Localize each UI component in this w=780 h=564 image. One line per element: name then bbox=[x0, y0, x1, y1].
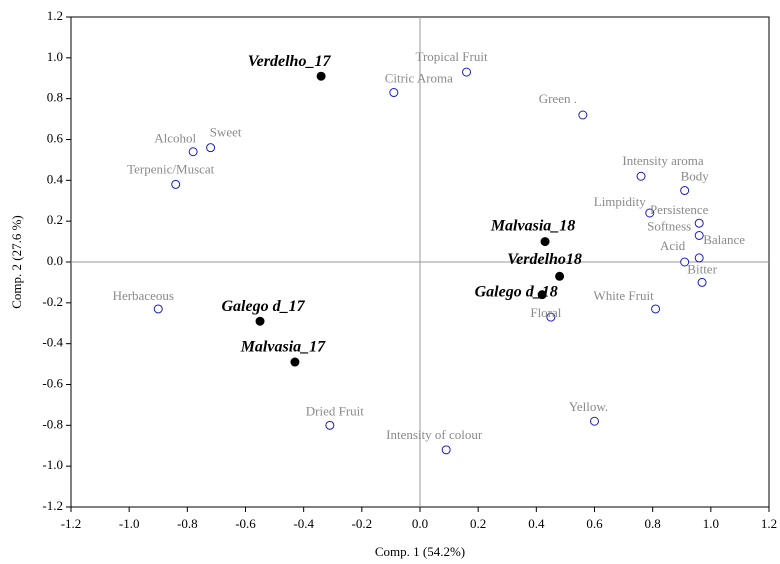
variable-label: Herbaceous bbox=[113, 288, 174, 303]
variable-point bbox=[389, 88, 399, 98]
x-tick-label: 1.2 bbox=[761, 516, 777, 531]
x-tick-label: -0.4 bbox=[293, 516, 314, 531]
variable-point bbox=[546, 312, 556, 322]
sample-label: Malvasia_17 bbox=[240, 339, 326, 356]
sample-label: Galego d_17 bbox=[221, 298, 305, 315]
y-axis-label: Comp. 2 (27.6 %) bbox=[9, 215, 24, 309]
x-tick-label: 0.4 bbox=[528, 516, 545, 531]
variable-label: Intensity of colour bbox=[386, 427, 483, 442]
x-axis-label: Comp. 1 (54.2%) bbox=[375, 544, 465, 559]
variable-label: Bitter bbox=[687, 261, 717, 276]
variable-point bbox=[697, 277, 707, 287]
x-tick-label: -0.8 bbox=[177, 516, 198, 531]
y-tick-label: -1.2 bbox=[42, 498, 63, 513]
sample-label: Verdelho18 bbox=[507, 251, 582, 268]
variable-point bbox=[694, 218, 704, 228]
variable-point bbox=[694, 230, 704, 240]
variable-point bbox=[578, 110, 588, 120]
variable-point bbox=[171, 179, 181, 189]
variable-label: Sweet bbox=[210, 125, 242, 140]
variable-label: White Fruit bbox=[593, 288, 654, 303]
sample-label: Malvasia_18 bbox=[490, 217, 575, 234]
x-tick-label: 0.8 bbox=[645, 516, 661, 531]
y-tick-label: -0.4 bbox=[42, 335, 63, 350]
x-tick-label: 0.0 bbox=[412, 516, 428, 531]
y-tick-label: 0.4 bbox=[47, 171, 64, 186]
y-tick-label: -0.2 bbox=[42, 294, 63, 309]
sample-point bbox=[555, 271, 565, 281]
x-tick-label: 0.6 bbox=[586, 516, 603, 531]
variable-label: Persistence bbox=[650, 202, 709, 217]
variable-label: Intensity aroma bbox=[622, 153, 703, 168]
sample-point bbox=[316, 71, 326, 81]
x-tick-label: -0.2 bbox=[352, 516, 373, 531]
y-tick-label: 0.6 bbox=[47, 130, 64, 145]
sample-label: Verdelho_17 bbox=[248, 53, 332, 70]
y-tick-label: -1.0 bbox=[42, 457, 63, 472]
variable-label: Citric Aroma bbox=[385, 71, 453, 86]
sample-point bbox=[290, 357, 300, 367]
y-tick-label: 0.8 bbox=[47, 90, 63, 105]
variable-point bbox=[462, 67, 472, 77]
x-tick-label: -1.0 bbox=[119, 516, 140, 531]
x-tick-label: 0.2 bbox=[470, 516, 486, 531]
variable-label: Softness bbox=[647, 218, 691, 233]
variable-label: Tropical Fruit bbox=[415, 49, 487, 64]
variable-point bbox=[636, 171, 646, 181]
sample-point bbox=[255, 316, 265, 326]
variable-label: Green . bbox=[539, 91, 577, 106]
variable-point bbox=[153, 304, 163, 314]
x-tick-label: -0.6 bbox=[235, 516, 256, 531]
variable-label: Yellow. bbox=[569, 399, 608, 414]
variable-point bbox=[206, 143, 216, 153]
variable-point bbox=[590, 416, 599, 426]
variable-point bbox=[651, 304, 661, 314]
variable-label: Acid bbox=[660, 238, 686, 253]
variable-label: Dried Fruit bbox=[306, 403, 365, 418]
variable-point bbox=[694, 253, 704, 263]
variable-label: Balance bbox=[703, 232, 745, 247]
variable-point bbox=[188, 147, 198, 157]
y-tick-label: 1.0 bbox=[47, 49, 63, 64]
x-tick-label: -1.2 bbox=[61, 516, 82, 531]
y-tick-label: 0.2 bbox=[47, 212, 63, 227]
sample-label: Galego d_18 bbox=[475, 283, 558, 300]
sample-point bbox=[537, 290, 547, 300]
variable-label: Body bbox=[681, 169, 710, 184]
x-tick-label: 1.0 bbox=[703, 516, 719, 531]
y-tick-label: 1.2 bbox=[47, 8, 63, 23]
sample-point bbox=[540, 237, 550, 247]
variable-label: Floral bbox=[530, 305, 561, 320]
variable-point bbox=[680, 186, 690, 196]
variable-point bbox=[680, 257, 690, 267]
variable-point bbox=[441, 445, 451, 455]
variable-point bbox=[645, 208, 655, 218]
variable-label: Limpidity bbox=[594, 194, 647, 209]
variable-point bbox=[325, 420, 335, 430]
variable-label: Alcohol bbox=[154, 131, 196, 146]
y-tick-label: -0.8 bbox=[42, 416, 63, 431]
variable-label: Terpenic/Muscat bbox=[127, 161, 215, 176]
y-tick-label: -0.6 bbox=[42, 375, 63, 390]
y-tick-label: 0.0 bbox=[47, 253, 63, 268]
